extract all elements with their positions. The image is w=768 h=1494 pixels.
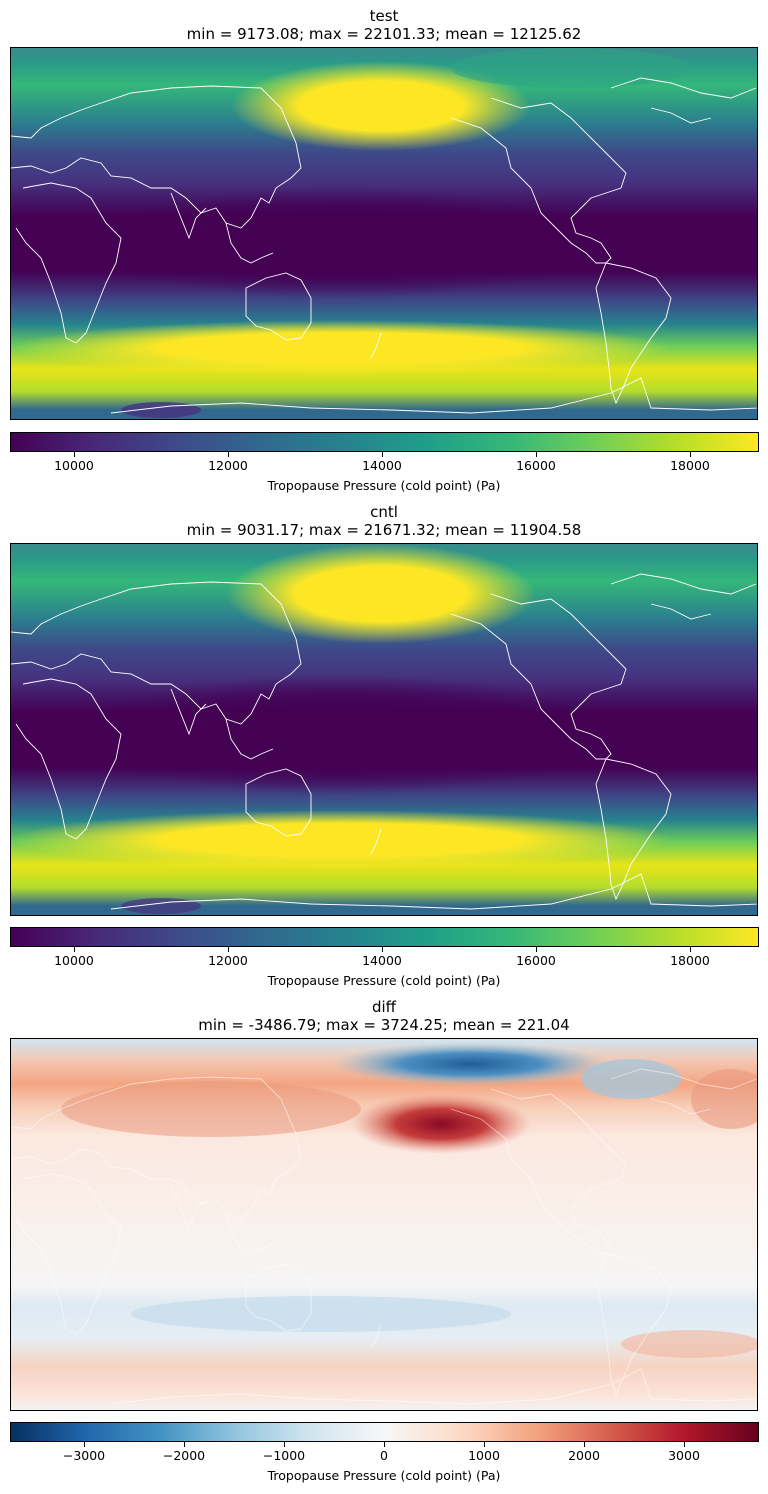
panel-test-tick — [74, 452, 75, 457]
panel-cntl-stats: min = 9031.17; max = 21671.32; mean = 11… — [186, 521, 582, 539]
panel-cntl-tick-label: 16000 — [516, 953, 556, 968]
panel-diff-tick — [184, 1442, 185, 1447]
panel-test-tick — [382, 452, 383, 457]
panel-cntl-title: cntl — [370, 503, 398, 521]
panel-diff-tick-label: 1000 — [468, 1448, 500, 1463]
panel-diff-tick-label: 2000 — [568, 1448, 600, 1463]
panel-cntl-colorbar-label: Tropopause Pressure (cold point) (Pa) — [267, 973, 501, 988]
panel-diff-colorbar-label: Tropopause Pressure (cold point) (Pa) — [267, 1468, 501, 1483]
panel-cntl-colorbar — [10, 927, 759, 947]
panel-diff-tick — [684, 1442, 685, 1447]
panel-diff-tick-label: −1000 — [262, 1448, 306, 1463]
panel-cntl-tick-label: 14000 — [362, 953, 402, 968]
panel-test-stats: min = 9173.08; max = 22101.33; mean = 12… — [186, 25, 582, 43]
panel-diff-tick — [584, 1442, 585, 1447]
panel-diff-colorbar — [10, 1422, 759, 1442]
panel-diff-tick-label: −2000 — [162, 1448, 206, 1463]
panel-diff-tick-label: −3000 — [62, 1448, 106, 1463]
panel-diff-map — [10, 1038, 758, 1411]
panel-cntl-tick-label: 12000 — [208, 953, 248, 968]
panel-test-colorbar-label: Tropopause Pressure (cold point) (Pa) — [267, 478, 501, 493]
panel-cntl-tick-label: 18000 — [670, 953, 710, 968]
panel-diff-tick — [284, 1442, 285, 1447]
panel-diff-tick-label: 0 — [380, 1448, 388, 1463]
panel-test-tick-label: 18000 — [670, 458, 710, 473]
panel-test-tick-label: 10000 — [54, 458, 94, 473]
panel-test-tick-label: 16000 — [516, 458, 556, 473]
panel-cntl-map — [10, 543, 758, 916]
panel-test-tick — [228, 452, 229, 457]
panel-cntl-tick — [382, 947, 383, 952]
panel-diff-tick — [484, 1442, 485, 1447]
panel-cntl-tick — [690, 947, 691, 952]
panel-test-tick-label: 12000 — [208, 458, 248, 473]
panel-test-colorbar — [10, 432, 759, 452]
panel-diff-tick-label: 3000 — [668, 1448, 700, 1463]
panel-cntl-tick — [228, 947, 229, 952]
panel-test-map — [10, 47, 758, 420]
panel-cntl-tick — [74, 947, 75, 952]
panel-diff-tick — [84, 1442, 85, 1447]
panel-cntl-tick-label: 10000 — [54, 953, 94, 968]
panel-test-tick-label: 14000 — [362, 458, 402, 473]
panel-diff-tick — [384, 1442, 385, 1447]
panel-cntl-tick — [536, 947, 537, 952]
panel-test-title: test — [369, 7, 399, 25]
panel-diff-stats: min = -3486.79; max = 3724.25; mean = 22… — [198, 1016, 570, 1034]
panel-test-tick — [536, 452, 537, 457]
panel-test-tick — [690, 452, 691, 457]
panel-diff-title: diff — [371, 998, 397, 1016]
